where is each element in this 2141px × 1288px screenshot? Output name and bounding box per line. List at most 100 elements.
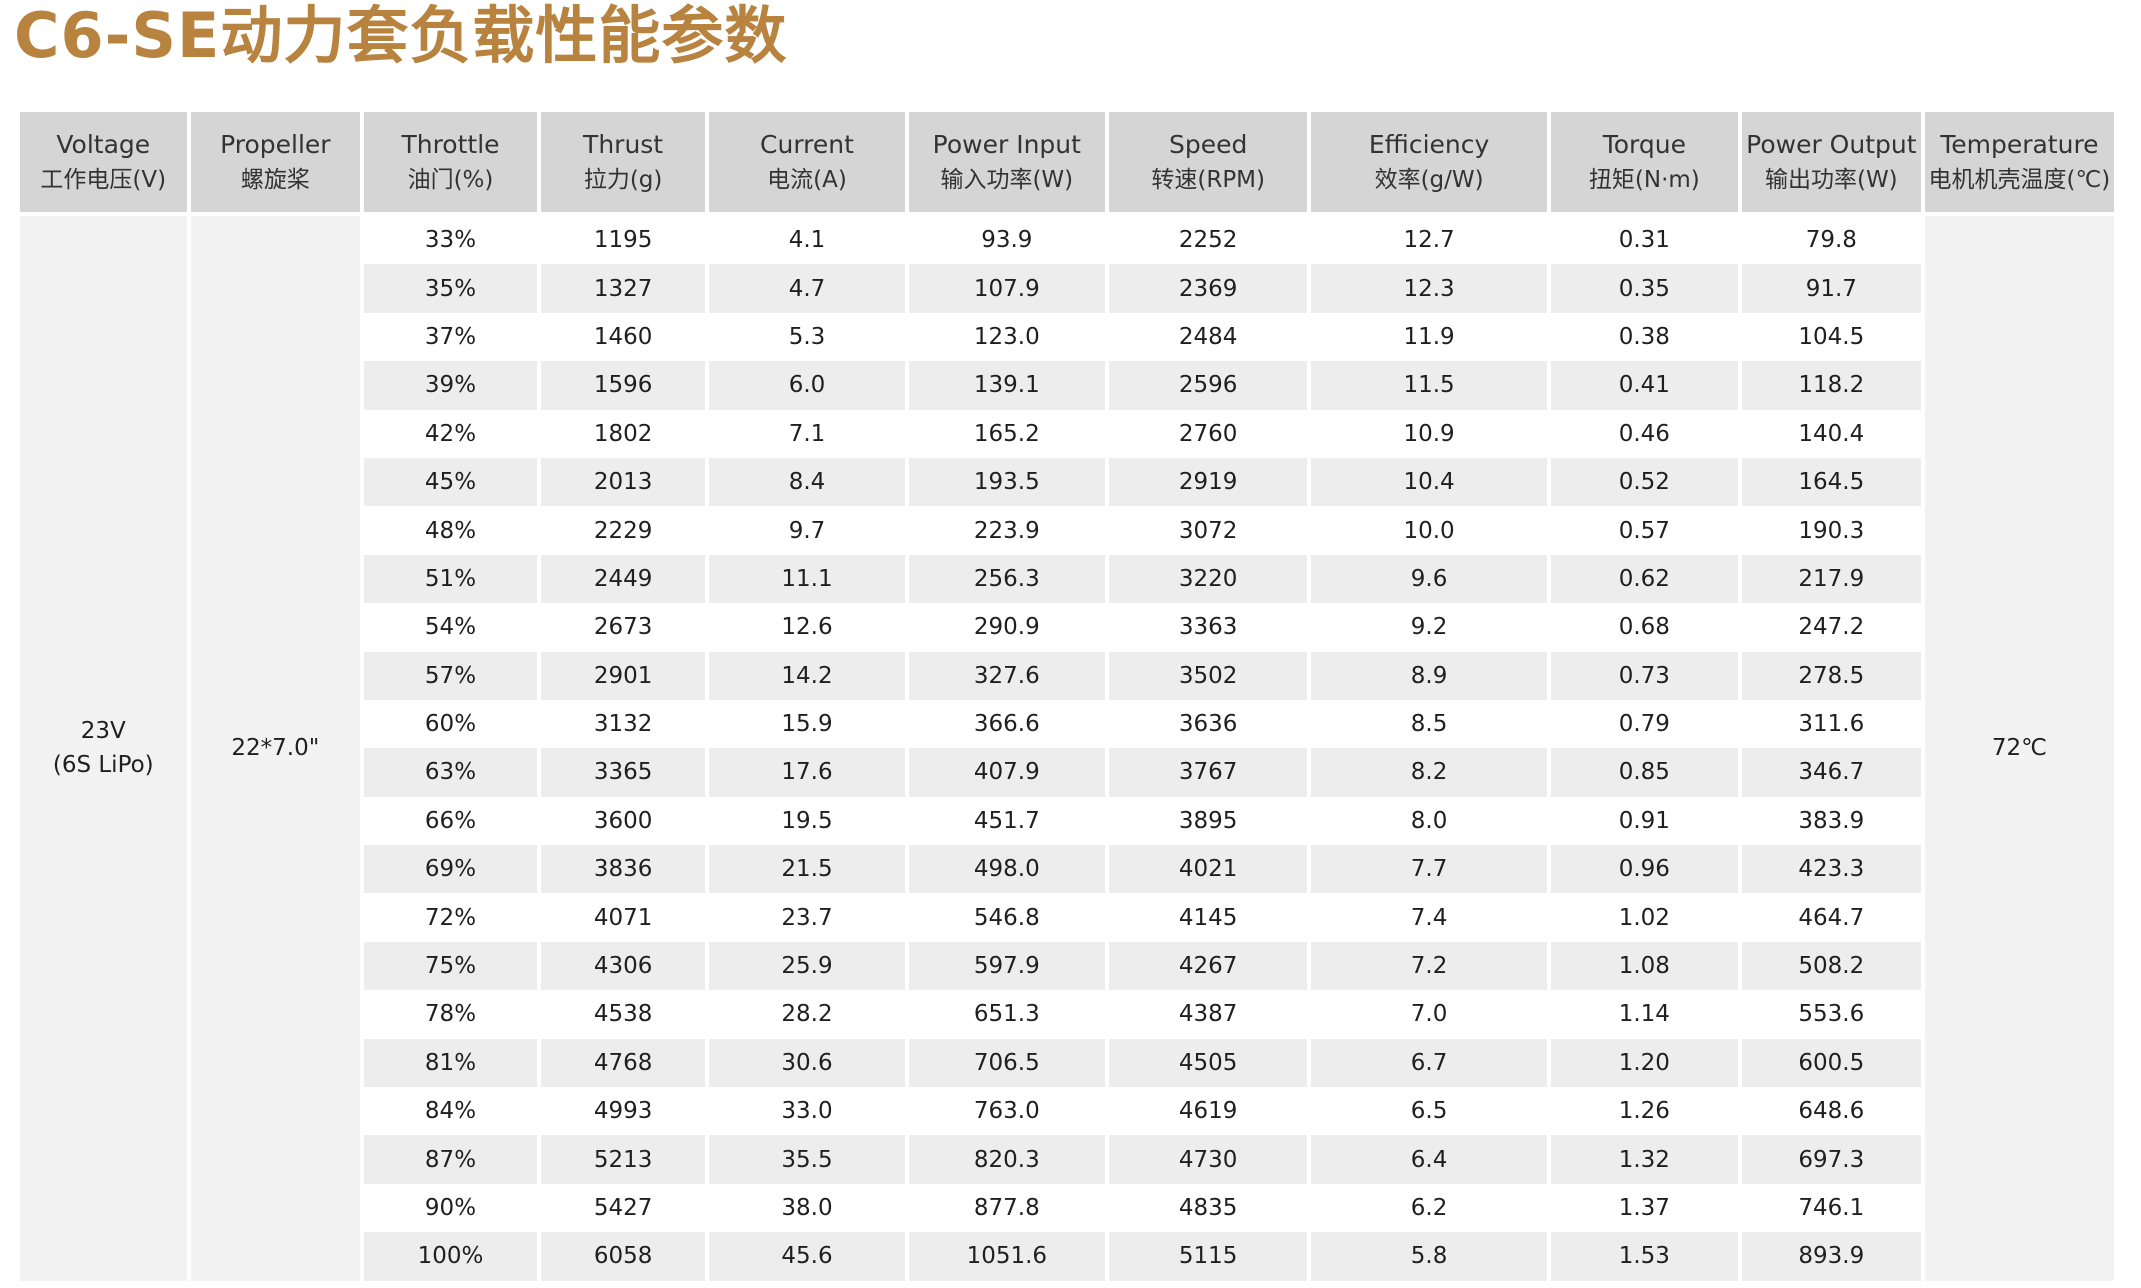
cell-current: 8.4 [709,457,905,507]
header-propeller: Propeller 螺旋桨 [190,112,361,216]
header-voltage-cn: 工作电压(V) [40,167,167,193]
cell-thrust: 2901 [540,651,706,700]
cell-power-output: 278.5 [1741,651,1921,700]
cell-thrust: 4993 [540,1087,706,1136]
cell-torque: 1.37 [1550,1183,1738,1233]
cell-thrust: 1327 [540,264,706,313]
cell-torque: 0.73 [1550,651,1738,700]
cell-torque: 0.96 [1550,845,1738,894]
cell-current: 15.9 [709,699,905,749]
header-power-input-cn: 输入功率(W) [940,167,1074,193]
cell-speed: 2919 [1108,457,1308,507]
cell-efficiency: 12.7 [1311,216,1547,265]
cell-power-output: 423.3 [1741,845,1921,894]
cell-thrust: 3365 [540,748,706,797]
cell-current: 14.2 [709,651,905,700]
cell-throttle: 48% [364,506,537,555]
cell-power-input: 139.1 [908,361,1105,410]
header-thrust: Thrust 拉力(g) [540,112,706,216]
cell-torque: 0.91 [1550,796,1738,846]
cell-power-output: 746.1 [1741,1183,1921,1233]
cell-torque: 0.46 [1550,409,1738,458]
cell-current: 4.1 [709,216,905,265]
cell-current: 12.6 [709,603,905,652]
cell-power-input: 820.3 [908,1135,1105,1184]
cell-efficiency: 12.3 [1311,264,1547,313]
cell-power-input: 651.3 [908,990,1105,1039]
cell-power-output: 697.3 [1741,1135,1921,1184]
cell-torque: 1.14 [1550,990,1738,1039]
cell-speed: 4835 [1108,1183,1308,1233]
cell-current: 23.7 [709,893,905,942]
table-row: 60% 3132 15.9 366.6 3636 8.5 0.79 311.6 [20,699,2114,749]
table-row: 51% 2449 11.1 256.3 3220 9.6 0.62 217.9 [20,554,2114,604]
cell-speed: 2484 [1108,312,1308,362]
performance-table: Voltage 工作电压(V) Propeller 螺旋桨 Throttle 油门(%… [16,112,2118,1281]
header-current-en: Current [760,130,854,159]
cell-power-output: 600.5 [1741,1038,1921,1088]
header-efficiency-cn: 效率(g/W) [1374,167,1484,193]
cell-thrust: 2013 [540,457,706,507]
cell-throttle: 72% [364,893,537,942]
cell-speed: 3220 [1108,554,1308,604]
header-torque: Torque 扭矩(N·m) [1550,112,1738,216]
cell-speed: 3502 [1108,651,1308,700]
cell-torque: 0.85 [1550,748,1738,797]
cell-power-input: 1051.6 [908,1232,1105,1281]
cell-current: 19.5 [709,796,905,846]
cell-throttle: 39% [364,361,537,410]
table-row: 48% 2229 9.7 223.9 3072 10.0 0.57 190.3 [20,506,2114,555]
cell-thrust: 4071 [540,893,706,942]
cell-speed: 4505 [1108,1038,1308,1088]
cell-throttle: 37% [364,312,537,362]
header-efficiency-en: Efficiency [1368,130,1490,159]
page-title: C6-SE动力套负载性能参数 [14,0,788,72]
cell-power-input: 107.9 [908,264,1105,313]
voltage-cell: 23V (6S LiPo) [20,216,187,1281]
cell-torque: 0.35 [1550,264,1738,313]
cell-current: 7.1 [709,409,905,458]
cell-power-output: 164.5 [1741,457,1921,507]
cell-torque: 0.31 [1550,216,1738,265]
header-temperature-cn: 电机机壳温度(℃) [1928,167,2111,193]
cell-power-input: 223.9 [908,506,1105,555]
cell-efficiency: 10.0 [1311,506,1547,555]
cell-throttle: 69% [364,845,537,894]
cell-current: 33.0 [709,1087,905,1136]
battery-type: (6S LiPo) [52,752,154,779]
cell-power-input: 407.9 [908,748,1105,797]
cell-speed: 2369 [1108,264,1308,313]
cell-power-output: 104.5 [1741,312,1921,362]
cell-speed: 4387 [1108,990,1308,1039]
cell-efficiency: 7.7 [1311,845,1547,894]
cell-power-output: 118.2 [1741,361,1921,410]
cell-current: 11.1 [709,554,905,604]
cell-power-input: 706.5 [908,1038,1105,1088]
table-row: 84% 4993 33.0 763.0 4619 6.5 1.26 648.6 [20,1087,2114,1136]
cell-torque: 1.26 [1550,1087,1738,1136]
cell-current: 35.5 [709,1135,905,1184]
cell-throttle: 84% [364,1087,537,1136]
cell-thrust: 6058 [540,1232,706,1281]
cell-efficiency: 11.9 [1311,312,1547,362]
cell-speed: 3363 [1108,603,1308,652]
header-power-input: Power Input 输入功率(W) [908,112,1105,216]
table-row: 87% 5213 35.5 820.3 4730 6.4 1.32 697.3 [20,1135,2114,1184]
cell-power-output: 311.6 [1741,699,1921,749]
cell-torque: 1.08 [1550,941,1738,991]
cell-current: 5.3 [709,312,905,362]
cell-thrust: 4768 [540,1038,706,1088]
cell-power-output: 893.9 [1741,1232,1921,1281]
cell-efficiency: 5.8 [1311,1232,1547,1281]
cell-throttle: 75% [364,941,537,991]
cell-thrust: 5213 [540,1135,706,1184]
cell-power-input: 763.0 [908,1087,1105,1136]
cell-speed: 3072 [1108,506,1308,555]
table-row: 66% 3600 19.5 451.7 3895 8.0 0.91 383.9 [20,796,2114,846]
cell-efficiency: 7.2 [1311,941,1547,991]
cell-power-input: 290.9 [908,603,1105,652]
cell-power-input: 93.9 [908,216,1105,265]
cell-current: 21.5 [709,845,905,894]
cell-current: 17.6 [709,748,905,797]
cell-torque: 0.62 [1550,554,1738,604]
